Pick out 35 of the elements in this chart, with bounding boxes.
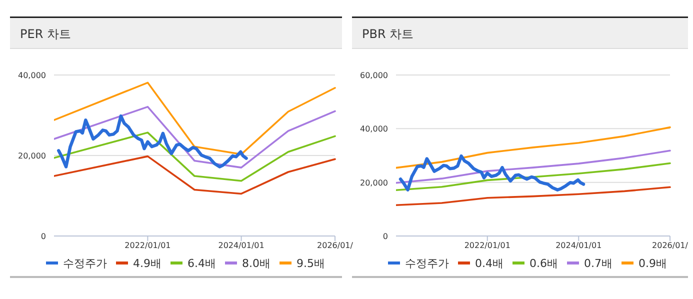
line-series: [396, 162, 671, 192]
chart-title: PER 차트: [20, 27, 71, 41]
line-series: [54, 82, 336, 156]
y-tick-label: 20,000: [360, 178, 388, 188]
legend-label: 0.9배: [638, 257, 667, 270]
x-tick-label: 2026/01/: [652, 241, 688, 250]
legend-label: 수정주가: [63, 257, 107, 270]
legend-label: 8.0배: [242, 257, 270, 270]
line-series: [398, 154, 586, 192]
y-tick-label: 0: [40, 232, 46, 241]
x-tick-label: 2024/01/01: [556, 241, 602, 250]
line-series: [57, 114, 248, 168]
line-series: [54, 155, 336, 195]
y-tick-label: 0: [382, 232, 388, 241]
x-tick-label: 2022/01/01: [464, 241, 510, 250]
y-tick-label: 20,000: [18, 152, 46, 160]
line-series: [396, 150, 671, 184]
legend-label: 0.4배: [475, 257, 504, 270]
chart-title: PBR 차트: [362, 27, 414, 41]
y-tick-label: 40,000: [18, 71, 46, 80]
x-tick-label: 2022/01/01: [124, 241, 171, 250]
legend-label: 9.5배: [296, 257, 325, 270]
legend-label: 4.9배: [133, 257, 162, 270]
line-series: [396, 126, 671, 169]
y-tick-label: 40,000: [360, 124, 388, 134]
legend-label: 0.7배: [584, 257, 612, 270]
y-tick-label: 60,000: [360, 71, 388, 80]
line-series: [54, 106, 336, 168]
x-tick-label: 2024/01/01: [218, 241, 264, 250]
legend-label: 수정주가: [405, 257, 449, 270]
x-tick-label: 2026/01/: [317, 241, 354, 250]
legend-label: 0.6배: [530, 257, 558, 270]
line-series: [396, 186, 671, 206]
legend-label: 6.4배: [188, 257, 216, 270]
line-series: [54, 132, 336, 182]
